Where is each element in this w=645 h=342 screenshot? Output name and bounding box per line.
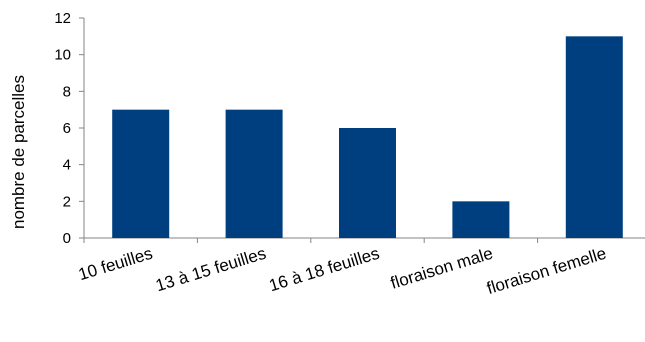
x-category-label: 10 feuilles [76, 244, 155, 285]
bar [225, 109, 283, 239]
bar [112, 109, 170, 239]
bar [452, 201, 510, 238]
y-tick-label: 0 [63, 230, 71, 247]
x-category-label: floraison femelle [485, 244, 609, 298]
y-tick-label: 2 [63, 193, 71, 210]
y-tick-label: 12 [54, 10, 71, 27]
y-tick-label: 8 [63, 83, 71, 100]
x-category-label: 16 à 18 feuilles [267, 244, 382, 296]
y-axis-title: nombre de parcelles [9, 75, 28, 229]
bar [339, 128, 396, 238]
x-category-label: floraison male [388, 244, 495, 293]
y-tick-label: 4 [63, 157, 71, 174]
y-tick-label: 10 [54, 47, 71, 64]
bar [565, 36, 623, 239]
x-category-label: 13 à 15 feuilles [153, 244, 268, 296]
y-tick-label: 6 [63, 120, 71, 137]
